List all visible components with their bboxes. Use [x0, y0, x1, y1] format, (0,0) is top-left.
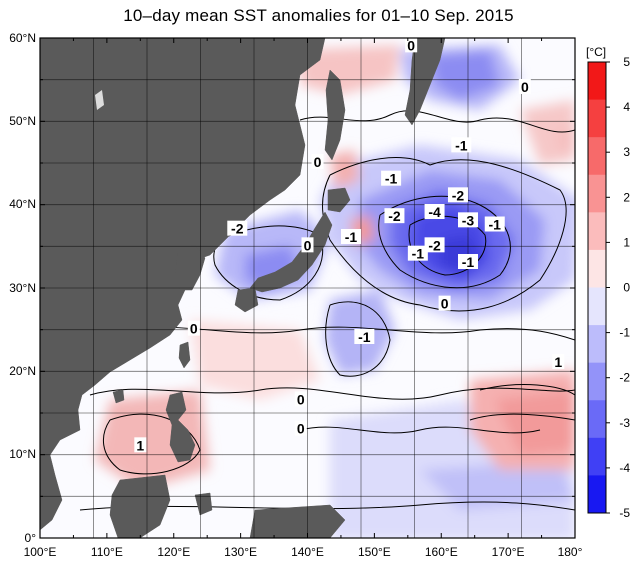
colorbar-tick-label: 3 [623, 145, 630, 159]
colorbar: [°C] 5 4 3 2 1 0 -1 -2 -3 -4 -5 [586, 45, 630, 520]
contour-label-background [384, 208, 405, 224]
lat-tick-label: 50°N [9, 114, 36, 128]
contour-label: 0 [297, 421, 305, 437]
colorbar-tick-label: 0 [623, 281, 630, 295]
lat-tick-label: 10°N [9, 447, 36, 461]
axis-ticks [39, 37, 576, 539]
contour-label-background [518, 79, 531, 94]
lon-tick-label: 160°E [425, 545, 458, 559]
colorbar-band [588, 99, 606, 138]
contour-label: -2 [231, 221, 244, 237]
lon-tick-label: 140°E [291, 545, 324, 559]
contour-label: -1 [345, 229, 358, 245]
lon-tick-label: 100°E [24, 545, 57, 559]
contour-label: -2 [388, 208, 401, 224]
colorbar-tick-label: -4 [619, 461, 630, 475]
contour-label-background [294, 420, 307, 436]
contour-label: 0 [304, 237, 312, 253]
lat-tick-label: 40°N [9, 197, 36, 211]
lat-tick-label: 30°N [9, 281, 36, 295]
contour-label: 0 [314, 154, 322, 170]
contour-label: -1 [455, 137, 468, 153]
contour-label-background [458, 254, 478, 269]
contour-label-background [227, 220, 248, 236]
lat-axis: 60°N 50°N 40°N 30°N 20°N 10°N 0° [9, 31, 36, 545]
colorbar-band [588, 475, 606, 514]
contour-label: -1 [358, 329, 371, 345]
contour-label: 0 [190, 321, 198, 337]
contour-label: 0 [407, 37, 415, 53]
colorbar-tick-label: 1 [623, 235, 630, 249]
colorbar-band [588, 174, 606, 213]
map-title: 10–day mean SST anomalies for 01–10 Sep.… [123, 6, 514, 25]
colorbar-band [588, 362, 606, 401]
lon-tick-label: 180° [558, 545, 583, 559]
contour-label-background [294, 391, 307, 407]
contour-label-background [301, 237, 314, 253]
contour-label-background [424, 237, 445, 253]
contour-label: -2 [428, 237, 441, 253]
contour-label: 0 [297, 392, 305, 408]
lat-tick-label: 0° [25, 531, 37, 545]
contour-label-background [438, 295, 451, 311]
contour-label: -2 [452, 187, 465, 203]
contour-label-background [187, 320, 200, 336]
lat-tick-label: 60°N [9, 31, 36, 45]
colorbar-tick-label: 2 [623, 190, 630, 204]
colorbar-band [588, 437, 606, 476]
contour-label: -4 [428, 204, 441, 220]
contour-label-background [552, 354, 565, 369]
colorbar-tick-label: -1 [619, 326, 630, 340]
contour-label-background [447, 187, 468, 203]
contour-label: -3 [462, 212, 475, 228]
contour-label-background [311, 154, 324, 169]
lat-tick-label: 20°N [9, 364, 36, 378]
colorbar-band [588, 400, 606, 439]
lon-tick-label: 150°E [358, 545, 391, 559]
colorbar-ticks: 5 4 3 2 1 0 -1 -2 -3 -4 -5 [606, 55, 630, 520]
colorbar-band [588, 212, 606, 251]
contour-label-background [340, 229, 361, 244]
colorbar-band [588, 62, 606, 101]
contour-label-background [458, 212, 478, 228]
contour-label: 0 [521, 79, 529, 95]
contour-label: 1 [136, 437, 144, 453]
contour-label-background [405, 38, 418, 53]
contour-label-background [484, 216, 505, 232]
colorbar-tick-label: -5 [619, 506, 630, 520]
colorbar-band [588, 287, 606, 326]
colorbar-band [588, 325, 606, 364]
contour-label-background [424, 204, 445, 219]
contour-label: -1 [412, 246, 425, 262]
contour-label: 1 [554, 354, 562, 370]
contour-label: -1 [462, 254, 475, 270]
colorbar-tick-label: 5 [623, 55, 630, 69]
colorbar-band [588, 249, 606, 288]
contour-label-background [451, 137, 472, 153]
lon-tick-label: 110°E [91, 545, 123, 559]
lon-tick-label: 120°E [157, 545, 190, 559]
lon-tick-label: 170°E [492, 545, 525, 559]
contour-label: -1 [385, 171, 398, 187]
lon-axis: 100°E 110°E 120°E 130°E 140°E 150°E 160°… [24, 545, 583, 559]
grid-lines [40, 38, 575, 538]
colorbar-bands [588, 62, 606, 514]
lon-tick-label: 130°E [224, 545, 257, 559]
colorbar-tick-label: 4 [623, 100, 630, 114]
contour-label: -1 [489, 217, 502, 233]
colorbar-unit: [°C] [586, 45, 606, 59]
contour-label-background [381, 170, 402, 186]
contour-label: 0 [441, 296, 449, 312]
colorbar-band [588, 137, 606, 176]
lake [95, 90, 104, 110]
colorbar-tick-label: -3 [619, 416, 630, 430]
contour-label-background [134, 437, 147, 453]
contour-label-background [407, 245, 428, 261]
colorbar-tick-label: -2 [619, 371, 630, 385]
contour-label-background [354, 329, 375, 344]
